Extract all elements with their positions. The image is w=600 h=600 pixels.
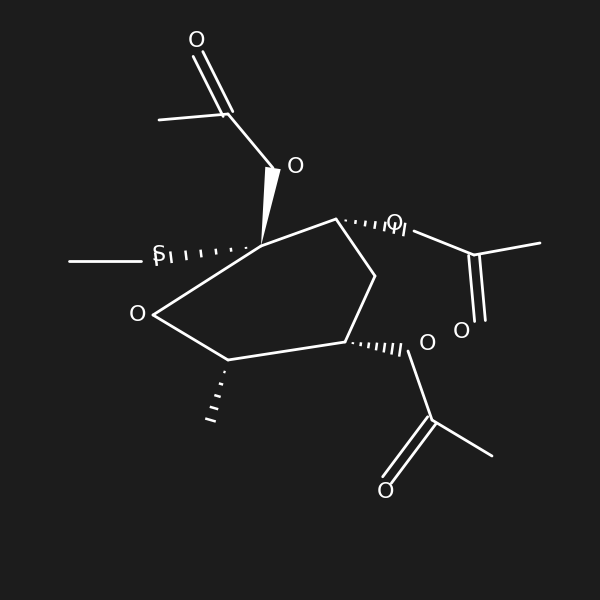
Text: S: S — [152, 245, 166, 265]
Text: O: O — [376, 482, 394, 502]
Polygon shape — [261, 167, 281, 246]
Text: O: O — [453, 322, 471, 342]
Text: O: O — [386, 214, 404, 234]
Text: O: O — [128, 305, 146, 325]
Text: O: O — [287, 157, 305, 177]
Text: O: O — [187, 31, 205, 51]
Text: O: O — [418, 334, 436, 354]
